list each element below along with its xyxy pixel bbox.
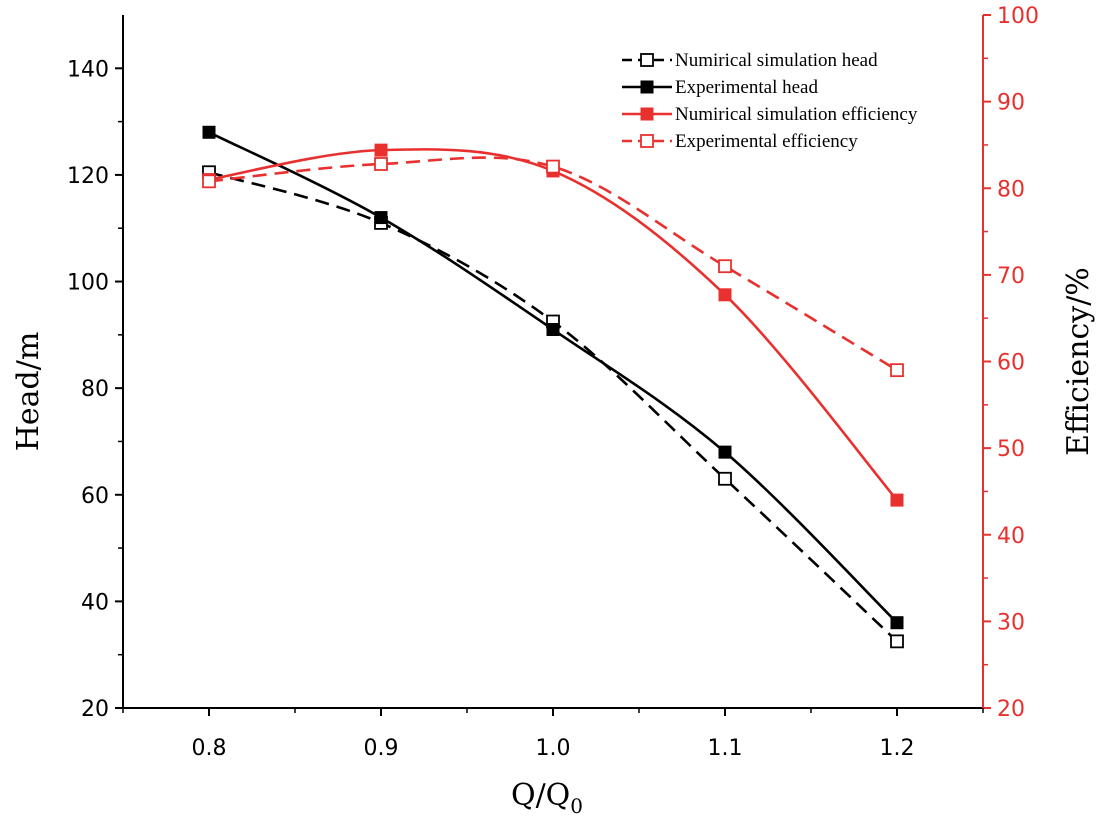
numirical-simulation-head-point (718, 471, 732, 486)
legend-label-experimental-efficiency: Experimental efficiency (675, 131, 858, 152)
experimental-head-point (202, 125, 216, 139)
left-tick-label: 100 (67, 271, 109, 296)
x-tick-label: 0.9 (364, 736, 399, 761)
legend-marker-numirical-simulation-efficiency (640, 107, 654, 121)
right-tick-label: 90 (997, 91, 1025, 116)
numirical-simulation-head-line (208, 171, 898, 643)
right-tick-label: 50 (997, 437, 1025, 462)
numirical-simulation-efficiency-point (890, 493, 904, 507)
left-tick-label: 60 (81, 484, 109, 509)
numirical-simulation-efficiency-point (374, 143, 388, 157)
experimental-head-line (208, 131, 898, 624)
axis-labels: 20 40 60 80 100 120 140 20 30 40 50 60 70 80 90 100 0.8 0… (11, 4, 1096, 818)
series-lines (208, 131, 898, 643)
right-tick-label: 30 (997, 610, 1025, 635)
legend-label-numirical-simulation-efficiency: Numirical simulation efficiency (675, 104, 918, 125)
left-tick-label: 20 (81, 697, 109, 722)
axes (115, 14, 991, 716)
numirical-simulation-head-point (890, 634, 904, 649)
left-tick-label: 120 (67, 164, 109, 189)
experimental-head-point (718, 445, 732, 459)
x-axis-title-subscript: 0 (570, 794, 583, 818)
x-tick-label: 1.0 (536, 736, 571, 761)
legend-label-numirical-simulation-head: Numirical simulation head (675, 50, 878, 71)
experimental-efficiency-point (202, 174, 216, 189)
numirical-simulation-efficiency-point (718, 288, 732, 302)
x-tick-label: 0.8 (192, 736, 227, 761)
right-tick-label: 40 (997, 524, 1025, 549)
legend-marker-experimental-head (640, 80, 654, 94)
y-axis-right-title: Efficiency/% (1061, 267, 1096, 456)
experimental-efficiency-point (374, 157, 388, 171)
left-tick-label: 40 (81, 590, 109, 615)
right-tick-label: 80 (997, 177, 1025, 202)
legend: Numirical simulation head Experimental he… (622, 50, 918, 152)
legend-marker-numirical-simulation-head (640, 53, 654, 67)
experimental-head-point (546, 323, 560, 337)
right-tick-label: 20 (997, 697, 1025, 722)
series-markers (202, 125, 904, 649)
experimental-efficiency-line (208, 156, 898, 372)
right-tick-label: 60 (997, 351, 1025, 376)
experimental-head-point (374, 211, 388, 225)
left-tick-label: 140 (67, 57, 109, 82)
left-tick-label: 80 (81, 377, 109, 402)
legend-label-experimental-head: Experimental head (675, 77, 818, 98)
right-tick-label: 100 (997, 4, 1039, 29)
numirical-simulation-efficiency-line (208, 148, 898, 501)
right-tick-label: 70 (997, 264, 1025, 289)
x-tick-label: 1.1 (708, 736, 743, 761)
y-axis-left-title: Head/m (11, 332, 46, 452)
experimental-head-point (890, 616, 904, 630)
legend-marker-experimental-efficiency (640, 134, 654, 148)
experimental-efficiency-point (546, 159, 560, 174)
experimental-efficiency-point (718, 259, 732, 274)
x-axis-title: Q/Q0 (511, 778, 583, 818)
experimental-efficiency-point (890, 363, 904, 378)
x-tick-label: 1.2 (880, 736, 915, 761)
